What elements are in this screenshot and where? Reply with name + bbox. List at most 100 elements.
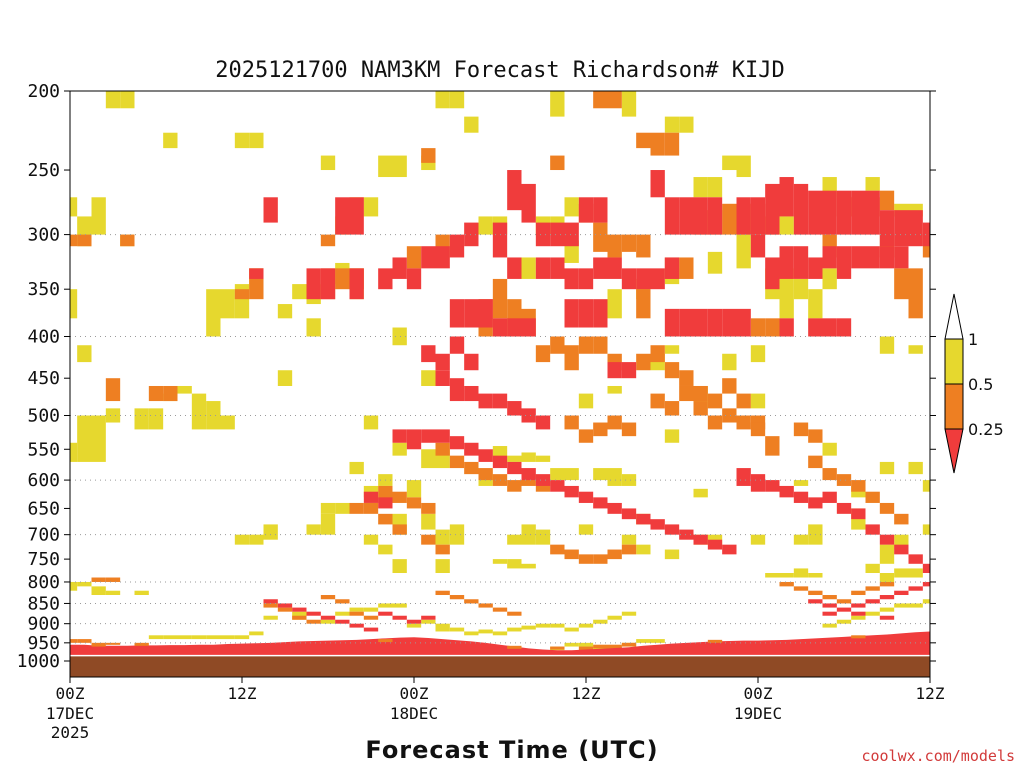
heatmap-cell [206, 289, 221, 337]
colorbar-label: 0.5 [968, 375, 993, 394]
heatmap-cell [478, 216, 493, 235]
heatmap-cell [607, 91, 622, 109]
heatmap-cell [636, 132, 651, 149]
heatmap-cell [535, 455, 551, 462]
heatmap-cell [435, 590, 450, 596]
heatmap-cell [822, 468, 837, 481]
y-tick-label: 400 [27, 326, 60, 347]
heatmap-cell [650, 345, 665, 363]
heatmap-cell [808, 190, 823, 235]
y-tick-label: 1000 [17, 651, 60, 672]
heatmap-cell [564, 468, 579, 481]
heatmap-cell [363, 415, 379, 430]
heatmap-cell [406, 497, 422, 509]
x-tick-label: 00Z [56, 684, 85, 703]
y-tick-label: 850 [27, 593, 60, 614]
heatmap-cell [521, 318, 536, 337]
heatmap-cell [263, 599, 278, 604]
heatmap-cell [406, 623, 422, 628]
heatmap-cell [435, 370, 450, 386]
heatmap-cell [292, 607, 307, 612]
heatmap-cell [163, 132, 178, 149]
heatmap-cell [879, 336, 895, 354]
heatmap-cell [492, 278, 508, 319]
surface-accent [91, 643, 106, 647]
heatmap-cell [535, 529, 551, 545]
surface-layer [70, 631, 930, 656]
heatmap-cell [105, 91, 121, 109]
heatmap-cell [894, 268, 909, 300]
heatmap-cell [822, 595, 837, 600]
heatmap-cell [607, 415, 622, 430]
heatmap-cell [765, 257, 780, 290]
x-axis-label: Forecast Time (UTC) [365, 736, 658, 764]
heatmap-cell [750, 345, 766, 363]
heatmap-cell [707, 534, 723, 545]
heatmap-cell [894, 568, 909, 578]
heatmap-cell [392, 327, 407, 346]
attribution-text[interactable]: coolwx.com/models [861, 747, 1015, 765]
heatmap-cell [593, 197, 608, 223]
heatmap-cell [879, 573, 895, 582]
heatmap-cell [535, 415, 551, 430]
heatmap-cell [636, 289, 651, 319]
heatmap-cell [335, 197, 350, 235]
heatmap-cell [535, 345, 551, 363]
x-tick-label: 00Z [744, 684, 773, 703]
heatmap-cell [91, 577, 106, 582]
heatmap-cell [607, 362, 622, 379]
heatmap-cell [879, 502, 895, 514]
surface-accent [851, 635, 866, 639]
heatmap-cell [70, 289, 78, 319]
heatmap-cell [636, 639, 651, 643]
heatmap-cell [607, 549, 622, 560]
heatmap-cell [148, 385, 164, 402]
heatmap-cell [578, 646, 594, 651]
colorbar-label: 0.25 [968, 420, 1004, 439]
heatmap-cell [550, 336, 565, 354]
heatmap-cell [392, 603, 407, 608]
heatmap-cell [564, 415, 579, 430]
heatmap-cell [507, 318, 522, 337]
heatmap-cell [349, 461, 364, 475]
heatmap-cell [894, 210, 909, 247]
heatmap-cell [707, 177, 723, 198]
heatmap-cell [220, 635, 235, 640]
heatmap-cell [220, 289, 235, 319]
heatmap-cell [822, 246, 837, 269]
heatmap-cell [550, 468, 565, 481]
heatmap-cell [621, 508, 637, 520]
heatmap-cell [449, 336, 465, 354]
heatmap-cell [836, 619, 852, 624]
heatmap-cell [392, 491, 407, 503]
heatmap-cell [392, 559, 407, 574]
heatmap-cell [578, 429, 594, 443]
heatmap-cell [306, 619, 321, 624]
heatmap-cell [163, 385, 178, 402]
heatmap-cell [91, 197, 106, 235]
heatmap-cell [449, 455, 465, 469]
heatmap-cell [607, 468, 622, 486]
heatmap-cell [593, 497, 608, 509]
heatmap-cell [736, 468, 751, 486]
heatmap-cell [335, 502, 350, 514]
y-tick-label: 350 [27, 279, 60, 300]
heatmap-cell [793, 568, 809, 578]
heatmap-cell [449, 436, 465, 450]
heatmap-cell [478, 449, 493, 462]
surface-accent [550, 646, 565, 650]
heatmap-cell [922, 599, 930, 604]
heatmap-cell [851, 190, 866, 235]
y-tick-label: 550 [27, 439, 60, 460]
heatmap-cell [865, 246, 880, 269]
heatmap-cell [363, 615, 379, 620]
heatmap-cell [578, 642, 594, 647]
heatmap-cell [851, 603, 866, 608]
heatmap-cell [578, 491, 594, 503]
heatmap-cell [650, 393, 665, 409]
heatmap-cell [478, 393, 493, 409]
y-tick-label: 300 [27, 225, 60, 246]
heatmap-cell [363, 627, 379, 632]
heatmap-cell [836, 607, 852, 612]
colorbar-bin [944, 338, 964, 385]
